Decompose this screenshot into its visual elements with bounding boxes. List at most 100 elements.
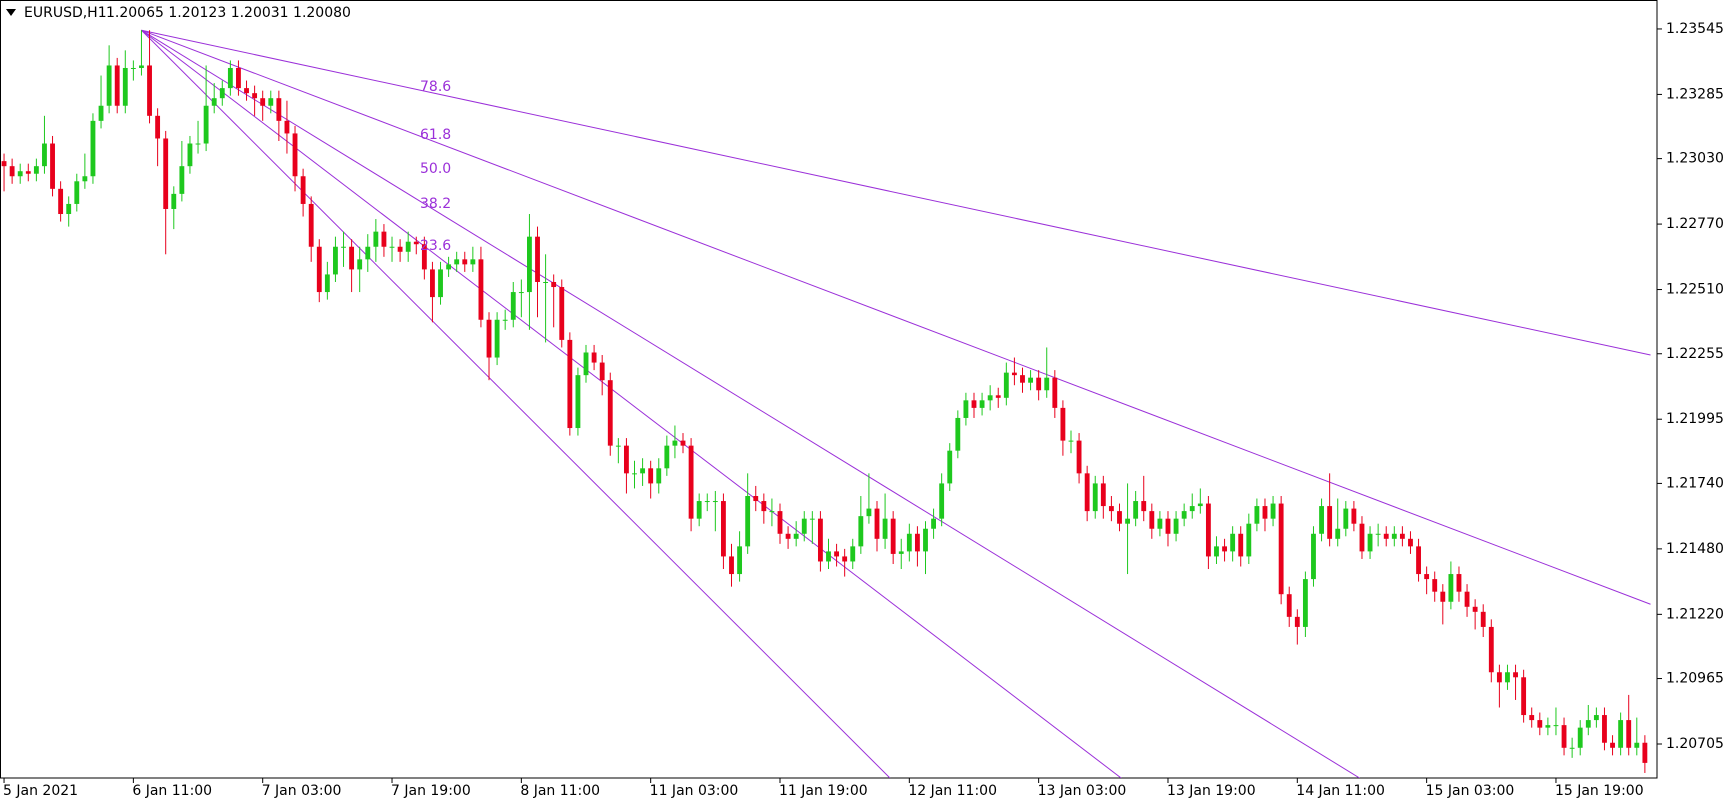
x-tick-label: 8 Jan 11:00 [520,783,600,799]
candle-body [486,319,492,358]
y-tick-label: 1.21995 [1666,411,1724,427]
candles [1,30,1648,773]
candle-body [599,362,605,381]
candle-body [1513,672,1518,678]
candle-body [25,171,31,174]
candle-body [882,518,888,539]
candle-body [171,193,177,209]
candle-body [357,259,363,270]
candle-body [1553,725,1559,727]
x-tick-label: 13 Jan 19:00 [1167,783,1256,799]
candle-body [866,508,872,517]
x-tick-label: 7 Jan 19:00 [391,783,471,799]
candle-body [349,246,355,270]
candle-body [1238,533,1244,557]
candle-body [381,231,387,247]
candle-body [324,274,330,293]
y-tick-label: 1.21740 [1666,475,1724,491]
candle-body [42,143,47,167]
candle-body [575,375,581,429]
candle-body [817,518,823,562]
candle-body [333,246,338,275]
candle-body [50,143,55,189]
candle-body [244,88,249,94]
candle-body [1100,483,1106,507]
x-tick-label: 15 Jan 03:00 [1426,783,1515,799]
candle-body [1181,511,1187,519]
x-tick-label: 6 Jan 11:00 [132,783,212,799]
candle-body [1189,506,1195,512]
fan-line [141,29,1122,778]
candle-body [753,496,759,502]
candle-body [737,546,743,575]
price-quote: 1.20065 1.20123 1.20031 1.20080 [106,5,351,21]
candle-body [963,400,969,418]
candle-body [1480,611,1486,627]
candle-body [430,269,435,298]
fan-level-label: 38.2 [420,196,451,212]
y-tick-label: 1.22510 [1666,282,1724,298]
candle-body [1205,503,1211,557]
candle-body [236,67,241,89]
x-tick-label: 12 Jan 11:00 [908,783,997,799]
candle-body [890,518,896,554]
candle-body [1521,677,1527,716]
candle-body [1593,715,1599,721]
candle-body [502,319,508,321]
candle-body [1343,508,1349,529]
symbol-title: EURUSD,H1 [24,5,107,21]
candle-body [1286,594,1292,617]
candle-body [1157,518,1163,529]
x-tick-label: 14 Jan 11:00 [1296,783,1385,799]
candle-body [615,445,621,447]
candle-body [1262,506,1268,519]
candle-body [769,511,775,513]
candle-body [761,501,767,512]
candle-body [1626,720,1632,748]
candle-body [494,319,500,358]
candle-body [850,546,856,562]
candle-body [1602,715,1607,743]
candle-body [1294,616,1300,627]
candle-body [470,259,476,265]
candle-body [252,93,258,99]
candle-body [195,143,201,145]
candle-body [1222,546,1227,552]
candle-body [567,339,573,429]
candle-body [365,246,371,260]
candle-body [931,518,937,529]
fan-line [141,29,1651,356]
candle-body [203,105,209,144]
candle-body [446,264,452,270]
candle-body [947,450,953,484]
candle-body [656,468,662,484]
candle-body [1448,574,1454,602]
y-tick-label: 1.22770 [1666,216,1724,232]
candle-body [122,67,128,106]
candle-body [1545,725,1551,728]
candle-body [1472,606,1478,612]
plot-frame [0,0,1658,779]
candle-body [1642,742,1648,763]
candle-body [373,231,379,247]
y-tick-label: 1.23545 [1666,21,1724,37]
candle-body [1197,503,1203,507]
candle-body [1634,742,1640,748]
y-tick-label: 1.20965 [1666,671,1724,687]
candle-body [1367,533,1373,552]
candle-body [834,551,840,557]
candle-body [276,98,282,121]
candle-body [33,166,39,174]
menu-arrow[interactable] [6,9,16,16]
y-tick-label: 1.22255 [1666,346,1724,362]
candle-body [1424,574,1430,580]
candle-body [624,445,629,474]
candle-body [1149,511,1155,529]
candle-body [777,511,783,534]
candle-body [1003,372,1009,398]
candle-body [785,533,791,539]
candle-body [955,417,961,451]
candle-body [1327,506,1333,539]
candle-body [1060,407,1066,441]
